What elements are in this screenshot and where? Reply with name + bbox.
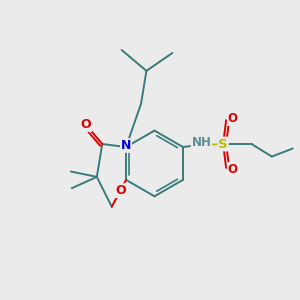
Text: O: O	[228, 163, 238, 176]
Text: N: N	[121, 139, 131, 152]
Text: O: O	[115, 184, 126, 197]
Text: S: S	[218, 137, 228, 151]
Text: O: O	[228, 112, 238, 125]
Text: O: O	[80, 118, 91, 131]
Text: NH: NH	[191, 136, 212, 149]
